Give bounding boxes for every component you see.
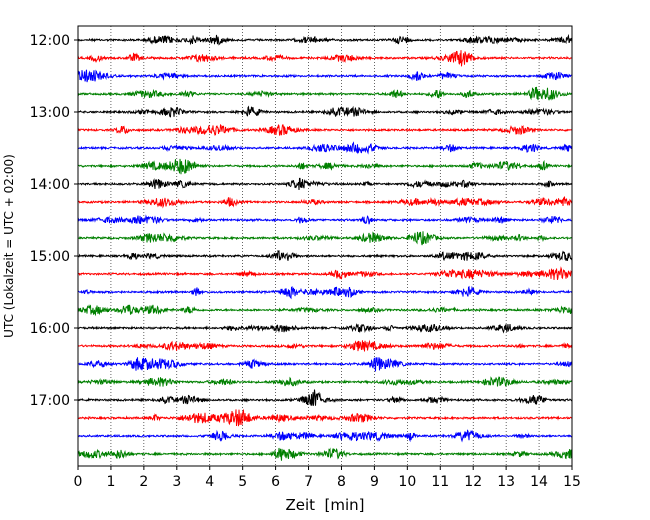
seismogram-trace — [77, 69, 573, 83]
seismogram-trace — [77, 214, 573, 225]
plot-frame — [77, 25, 573, 467]
x-tick-label: 4 — [205, 474, 214, 490]
x-tick-label: 2 — [139, 474, 148, 490]
x-tick-label: 3 — [172, 474, 181, 490]
seismogram-trace — [77, 141, 573, 155]
seismogram-trace — [77, 124, 573, 136]
x-tick-label: 14 — [530, 474, 548, 490]
x-tick-label: 6 — [271, 474, 280, 490]
seismogram-trace — [77, 177, 573, 191]
x-tick-label: 5 — [238, 474, 247, 490]
seismogram-trace — [77, 86, 573, 101]
seismogram-trace — [77, 231, 573, 246]
seismogram-trace — [77, 408, 573, 427]
seismogram-trace — [77, 250, 573, 262]
x-tick-label: 11 — [431, 474, 449, 490]
y-axis-label: UTC (Lokalzeit = UTC + 02:00) — [2, 154, 16, 338]
y-tick-label: 17:00 — [30, 393, 70, 409]
x-tick-label: 10 — [398, 474, 416, 490]
x-tick-label: 13 — [497, 474, 515, 490]
x-tick-label: 9 — [370, 474, 379, 490]
seismogram-trace — [77, 322, 573, 334]
seismogram-trace — [77, 339, 573, 352]
x-tick-label: 12 — [464, 474, 482, 490]
grid-lines — [110, 26, 540, 466]
seismogram-trace — [77, 376, 573, 387]
y-tick-label: 14:00 — [30, 177, 70, 193]
seismogram-trace — [77, 33, 573, 46]
y-tick-label: 12:00 — [30, 33, 70, 49]
x-tick-label: 7 — [304, 474, 313, 490]
seismogram-trace — [77, 429, 573, 443]
x-axis-ticks: 0 1 2 3 4 5 6 7 8 9 10 11 12 13 14 15 — [74, 466, 581, 490]
seismogram-traces — [77, 33, 573, 461]
seismogram-trace — [77, 285, 573, 300]
x-tick-label: 8 — [337, 474, 346, 490]
seismogram-trace — [77, 357, 573, 372]
y-tick-label: 13:00 — [30, 105, 70, 121]
x-tick-label: 15 — [563, 474, 581, 490]
x-axis-label: Zeit [min] — [285, 496, 364, 514]
seismogram-trace — [77, 196, 573, 209]
seismogram-trace — [77, 304, 573, 317]
seismogram-trace — [77, 447, 573, 461]
seismogram-trace — [77, 158, 573, 175]
y-tick-label: 15:00 — [30, 249, 70, 265]
seismogram-trace — [77, 50, 573, 67]
y-axis-ticks: 12:00 13:00 14:00 15:00 16:00 17:00 — [30, 33, 78, 409]
x-tick-label: 0 — [74, 474, 83, 490]
y-tick-label: 16:00 — [30, 321, 70, 337]
seismogram-trace — [77, 266, 573, 281]
x-tick-label: 1 — [106, 474, 115, 490]
seismogram-trace — [77, 105, 573, 118]
seismogram-trace — [77, 389, 573, 406]
